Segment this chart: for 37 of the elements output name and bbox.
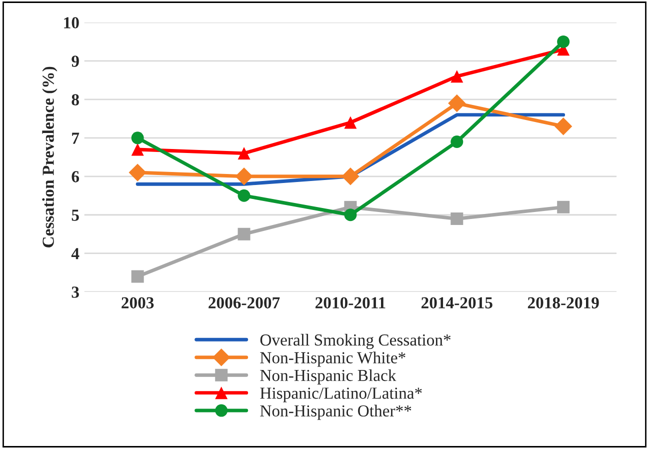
x-tick-label: 2006-2007 [208, 297, 280, 308]
point [235, 168, 253, 186]
point [238, 189, 250, 202]
point [450, 70, 464, 83]
point [554, 118, 572, 136]
point [450, 136, 464, 148]
legend-label: Non-Hispanic White* [260, 352, 406, 367]
y-tick-label: 10 [64, 17, 79, 28]
x-tick-label: 2003 [122, 297, 154, 308]
y-tick-label: 7 [72, 132, 80, 144]
point [450, 212, 464, 225]
point [128, 164, 146, 182]
point [448, 94, 466, 112]
x-tick-label: 2014-2015 [421, 297, 492, 308]
y-tick-label: 9 [72, 56, 79, 67]
legend-label: Hispanic/Latino/Latina* [260, 388, 422, 402]
point [342, 168, 360, 186]
y-tick-label: 3 [72, 286, 79, 298]
y-tick-label: 5 [72, 210, 79, 221]
point [238, 228, 250, 240]
point [557, 200, 570, 214]
legend-label: Non-Hispanic Other** [260, 404, 412, 420]
point [131, 143, 144, 156]
x-tick-label: 2010-2011 [316, 297, 386, 308]
y-tick-label: 8 [72, 94, 79, 106]
y-axis-title: Cessation Prevalence (%) [42, 66, 58, 248]
point [344, 208, 357, 222]
y-tick-label: 4 [71, 248, 80, 260]
point [238, 147, 250, 160]
point [131, 132, 144, 144]
legend-label: Non-Hispanic Black [260, 369, 396, 384]
x-tick-label: 2018-2019 [528, 297, 599, 308]
point [557, 35, 570, 48]
y-tick-label: 6 [72, 171, 80, 182]
point [344, 116, 357, 129]
point [131, 270, 144, 283]
legend-label: Overall Smoking Cessation* [260, 334, 451, 350]
